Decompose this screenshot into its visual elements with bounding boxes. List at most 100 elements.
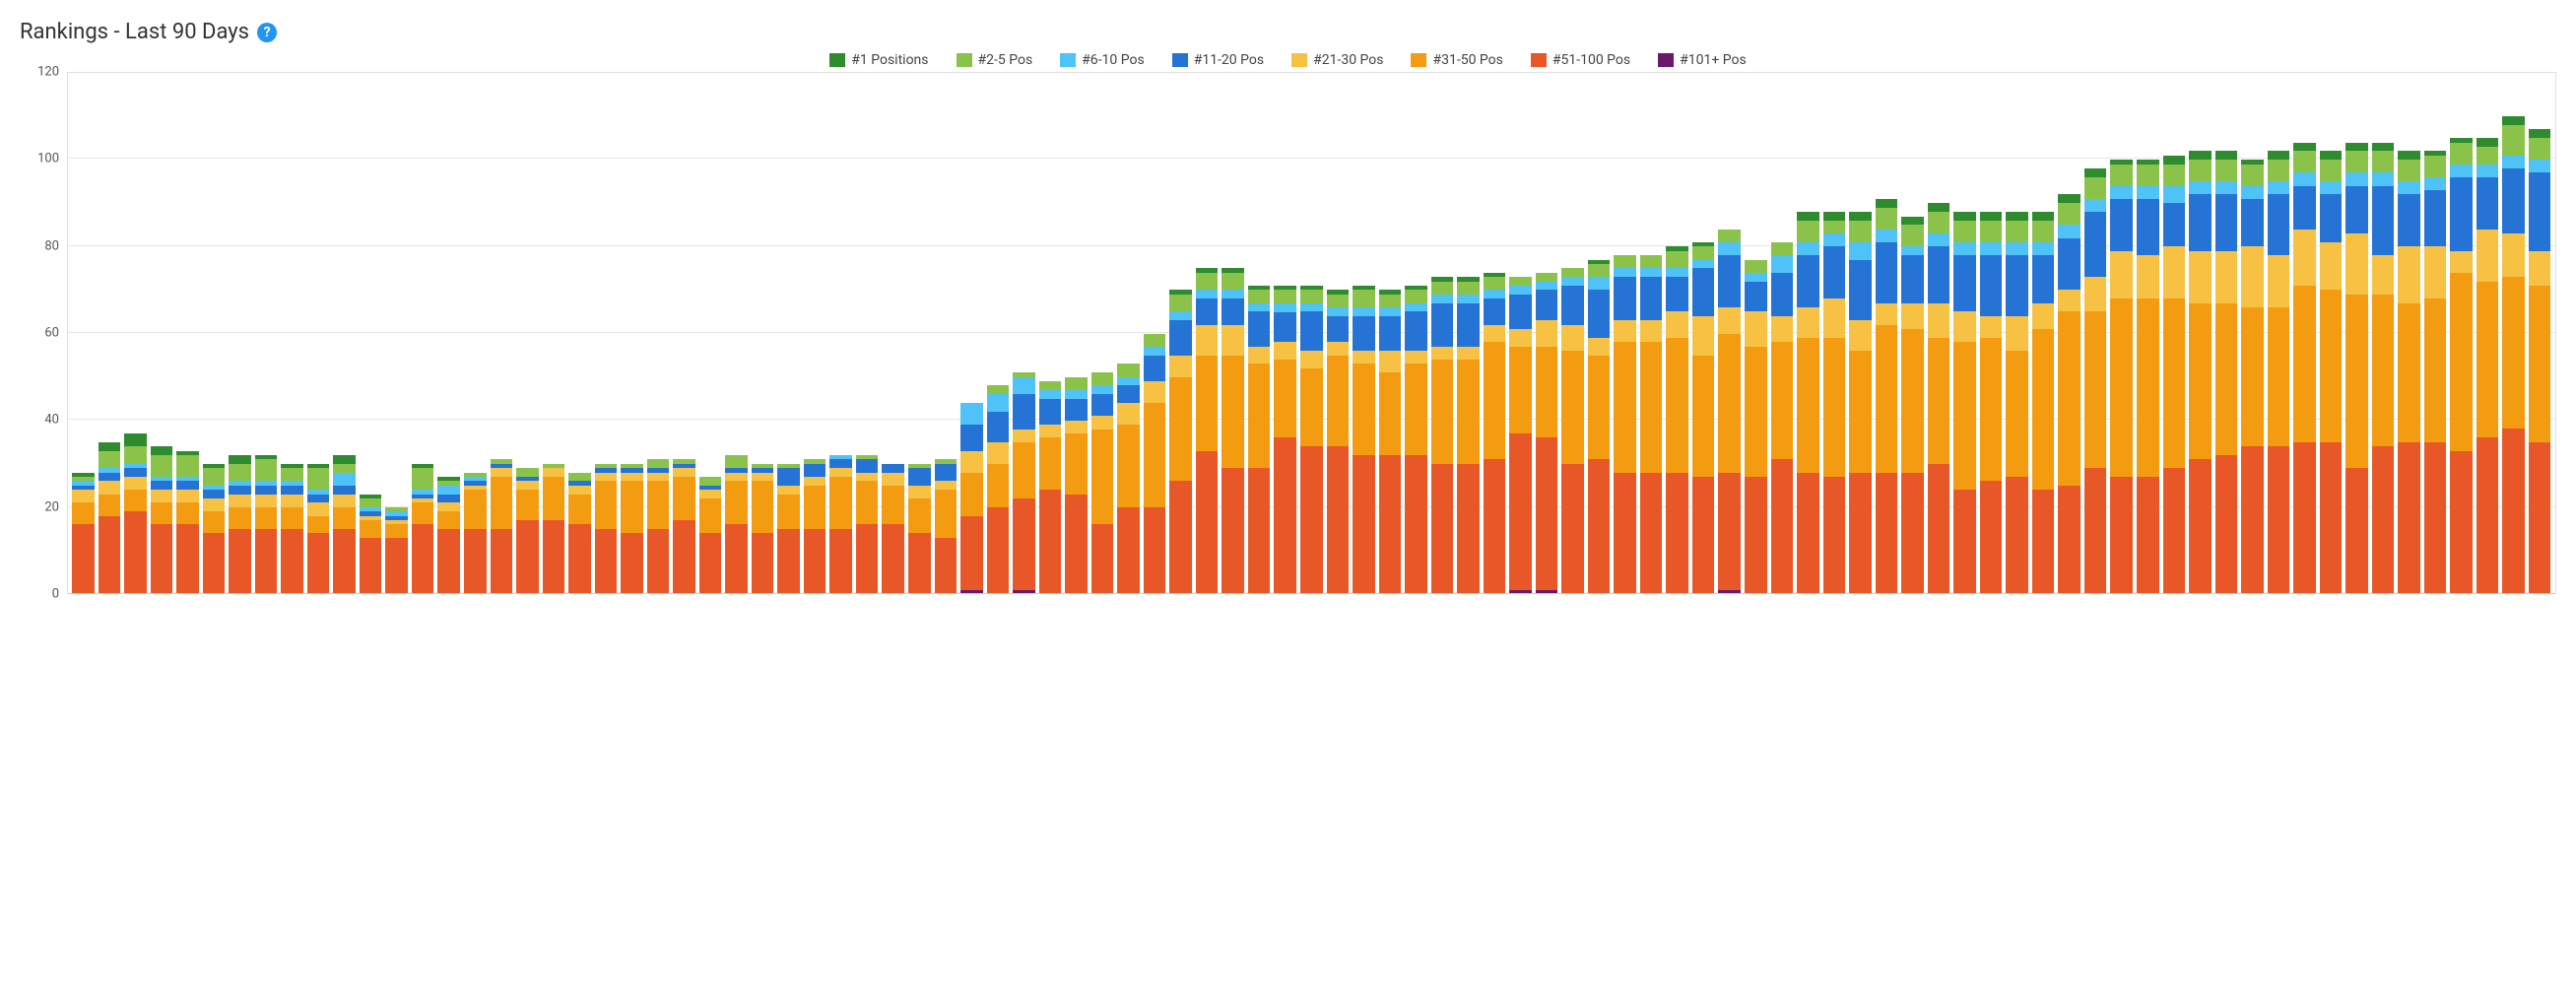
- bar-column[interactable]: [752, 73, 774, 594]
- bar-column[interactable]: [804, 73, 826, 594]
- bar-column[interactable]: [2293, 73, 2316, 594]
- bar-column[interactable]: [1039, 73, 1062, 594]
- bar-column[interactable]: [856, 73, 879, 594]
- bar-column[interactable]: [307, 73, 330, 594]
- bar-column[interactable]: [1771, 73, 1794, 594]
- legend-item-p2_5[interactable]: #2-5 Pos: [957, 52, 1033, 68]
- bar-column[interactable]: [491, 73, 513, 594]
- bar-column[interactable]: [2215, 73, 2238, 594]
- bar-column[interactable]: [229, 73, 251, 594]
- bar-column[interactable]: [151, 73, 173, 594]
- bar-column[interactable]: [1980, 73, 2003, 594]
- bar-column[interactable]: [99, 73, 121, 594]
- bar-column[interactable]: [255, 73, 278, 594]
- bar-column[interactable]: [1169, 73, 1192, 594]
- bar-column[interactable]: [595, 73, 618, 594]
- bar-column[interactable]: [882, 73, 904, 594]
- bar-column[interactable]: [2058, 73, 2081, 594]
- legend-item-p21_30[interactable]: #21-30 Pos: [1291, 52, 1383, 68]
- bar-column[interactable]: [2110, 73, 2133, 594]
- bar-column[interactable]: [2268, 73, 2290, 594]
- bar-column[interactable]: [647, 73, 670, 594]
- bar-column[interactable]: [568, 73, 591, 594]
- bar-column[interactable]: [360, 73, 382, 594]
- legend-item-p51_100[interactable]: #51-100 Pos: [1531, 52, 1630, 68]
- legend-item-p101[interactable]: #101+ Pos: [1658, 52, 1747, 68]
- bar-column[interactable]: [725, 73, 748, 594]
- bar-column[interactable]: [1561, 73, 1584, 594]
- legend-item-p31_50[interactable]: #31-50 Pos: [1411, 52, 1502, 68]
- bar-column[interactable]: [1588, 73, 1611, 594]
- bar-column[interactable]: [621, 73, 643, 594]
- bar-column[interactable]: [777, 73, 800, 594]
- bar-column[interactable]: [1300, 73, 1323, 594]
- bar-column[interactable]: [1091, 73, 1114, 594]
- bar-column[interactable]: [673, 73, 695, 594]
- bar-column[interactable]: [1666, 73, 1688, 594]
- bar-column[interactable]: [1274, 73, 1296, 594]
- bar-column[interactable]: [2006, 73, 2028, 594]
- bar-column[interactable]: [1849, 73, 1872, 594]
- bar-column[interactable]: [1222, 73, 1244, 594]
- bar-column[interactable]: [1144, 73, 1166, 594]
- bar-column[interactable]: [987, 73, 1010, 594]
- bar-column[interactable]: [1327, 73, 1350, 594]
- bar-column[interactable]: [1718, 73, 1741, 594]
- bar-column[interactable]: [2398, 73, 2420, 594]
- bar-column[interactable]: [1953, 73, 1976, 594]
- bar-column[interactable]: [1745, 73, 1767, 594]
- bar-column[interactable]: [908, 73, 931, 594]
- bar-column[interactable]: [1928, 73, 1950, 594]
- bar-column[interactable]: [1797, 73, 1819, 594]
- bar-column[interactable]: [2372, 73, 2395, 594]
- bar-column[interactable]: [2477, 73, 2499, 594]
- bar-column[interactable]: [1536, 73, 1558, 594]
- bar-column[interactable]: [1196, 73, 1219, 594]
- bar-column[interactable]: [2032, 73, 2055, 594]
- bar-column[interactable]: [1379, 73, 1402, 594]
- bar-column[interactable]: [385, 73, 408, 594]
- bar-column[interactable]: [2241, 73, 2264, 594]
- bar-column[interactable]: [1457, 73, 1480, 594]
- bar-column[interactable]: [699, 73, 722, 594]
- bar-column[interactable]: [516, 73, 539, 594]
- bar-column[interactable]: [124, 73, 147, 594]
- bar-column[interactable]: [72, 73, 95, 594]
- legend-item-p1[interactable]: #1 Positions: [829, 52, 928, 68]
- bar-column[interactable]: [2345, 73, 2368, 594]
- bar-column[interactable]: [1614, 73, 1636, 594]
- help-icon[interactable]: ?: [257, 23, 277, 42]
- bar-column[interactable]: [203, 73, 226, 594]
- bar-column[interactable]: [2450, 73, 2473, 594]
- bar-column[interactable]: [960, 73, 983, 594]
- bar-column[interactable]: [2137, 73, 2159, 594]
- bar-column[interactable]: [1405, 73, 1427, 594]
- bar-column[interactable]: [1353, 73, 1375, 594]
- bar-column[interactable]: [464, 73, 487, 594]
- bar-column[interactable]: [1431, 73, 1454, 594]
- bar-column[interactable]: [1901, 73, 1924, 594]
- bar-column[interactable]: [2529, 73, 2551, 594]
- bar-column[interactable]: [1509, 73, 1532, 594]
- bar-column[interactable]: [437, 73, 460, 594]
- bar-column[interactable]: [1065, 73, 1088, 594]
- bar-column[interactable]: [2163, 73, 2186, 594]
- bar-column[interactable]: [1013, 73, 1035, 594]
- bar-column[interactable]: [1876, 73, 1898, 594]
- bar-column[interactable]: [412, 73, 434, 594]
- bar-column[interactable]: [281, 73, 303, 594]
- bar-column[interactable]: [2084, 73, 2107, 594]
- bar-column[interactable]: [935, 73, 958, 594]
- legend-item-p11_20[interactable]: #11-20 Pos: [1172, 52, 1264, 68]
- bar-column[interactable]: [2320, 73, 2343, 594]
- bar-column[interactable]: [176, 73, 199, 594]
- bar-column[interactable]: [829, 73, 852, 594]
- legend-item-p6_10[interactable]: #6-10 Pos: [1060, 52, 1145, 68]
- bar-column[interactable]: [333, 73, 356, 594]
- bar-column[interactable]: [1117, 73, 1140, 594]
- bar-column[interactable]: [1484, 73, 1506, 594]
- bar-column[interactable]: [1248, 73, 1271, 594]
- bar-column[interactable]: [543, 73, 565, 594]
- bar-column[interactable]: [2424, 73, 2447, 594]
- bar-column[interactable]: [2189, 73, 2212, 594]
